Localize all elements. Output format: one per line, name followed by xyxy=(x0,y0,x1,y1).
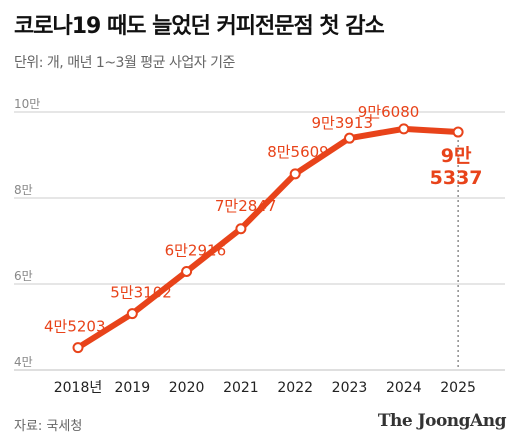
y-tick-label: 8만 xyxy=(14,183,33,197)
y-tick-label: 6만 xyxy=(14,269,33,283)
data-point xyxy=(289,168,301,180)
data-point xyxy=(72,342,84,354)
brand-logo: The JoongAng xyxy=(377,411,507,431)
data-label: 6만2916 xyxy=(165,241,227,259)
data-points xyxy=(72,123,464,354)
data-label: 9만 5337 xyxy=(430,145,483,189)
y-axis-ticks: 4만 6만 8만 10만 xyxy=(14,97,40,369)
x-tick-label: 2022 xyxy=(277,380,313,396)
data-point xyxy=(344,132,355,144)
data-label: 8만5609 xyxy=(267,143,329,161)
x-axis-ticks: 2018년 2019 2020 2021 2022 2023 2024 2025 xyxy=(54,380,476,396)
y-tick-label: 4만 xyxy=(14,355,33,369)
x-tick-label: 2025 xyxy=(440,380,476,396)
y-tick-label: 10만 xyxy=(14,97,40,111)
data-point xyxy=(181,265,193,277)
series-line-path xyxy=(75,125,462,351)
data-point xyxy=(452,126,464,138)
source-note: 자료: 국세청 xyxy=(14,419,83,434)
x-tick-label: 2021 xyxy=(223,380,259,396)
data-label: 9만3913 xyxy=(312,114,374,132)
x-tick-label: 2024 xyxy=(386,380,422,396)
data-label: 5만3102 xyxy=(110,284,172,302)
x-tick-label: 2023 xyxy=(332,380,368,396)
x-tick-label: 2019 xyxy=(114,380,150,396)
chart-subtitle: 단위: 개, 매년 1~3월 평균 사업자 기준 xyxy=(14,55,235,71)
chart-title: 코로나19 때도 늘었던 커피전문점 첫 감소 xyxy=(14,14,385,39)
x-tick-label: 2020 xyxy=(169,380,205,396)
x-tick-label: 2018년 xyxy=(54,380,103,396)
data-point xyxy=(235,223,247,235)
data-label: 9만6080 xyxy=(358,103,420,121)
data-point xyxy=(398,123,410,135)
data-label: 4만5203 xyxy=(44,318,106,336)
data-label: 7만2847 xyxy=(215,197,277,215)
series-line xyxy=(75,125,462,351)
data-point xyxy=(126,308,138,320)
gridlines xyxy=(14,111,505,371)
